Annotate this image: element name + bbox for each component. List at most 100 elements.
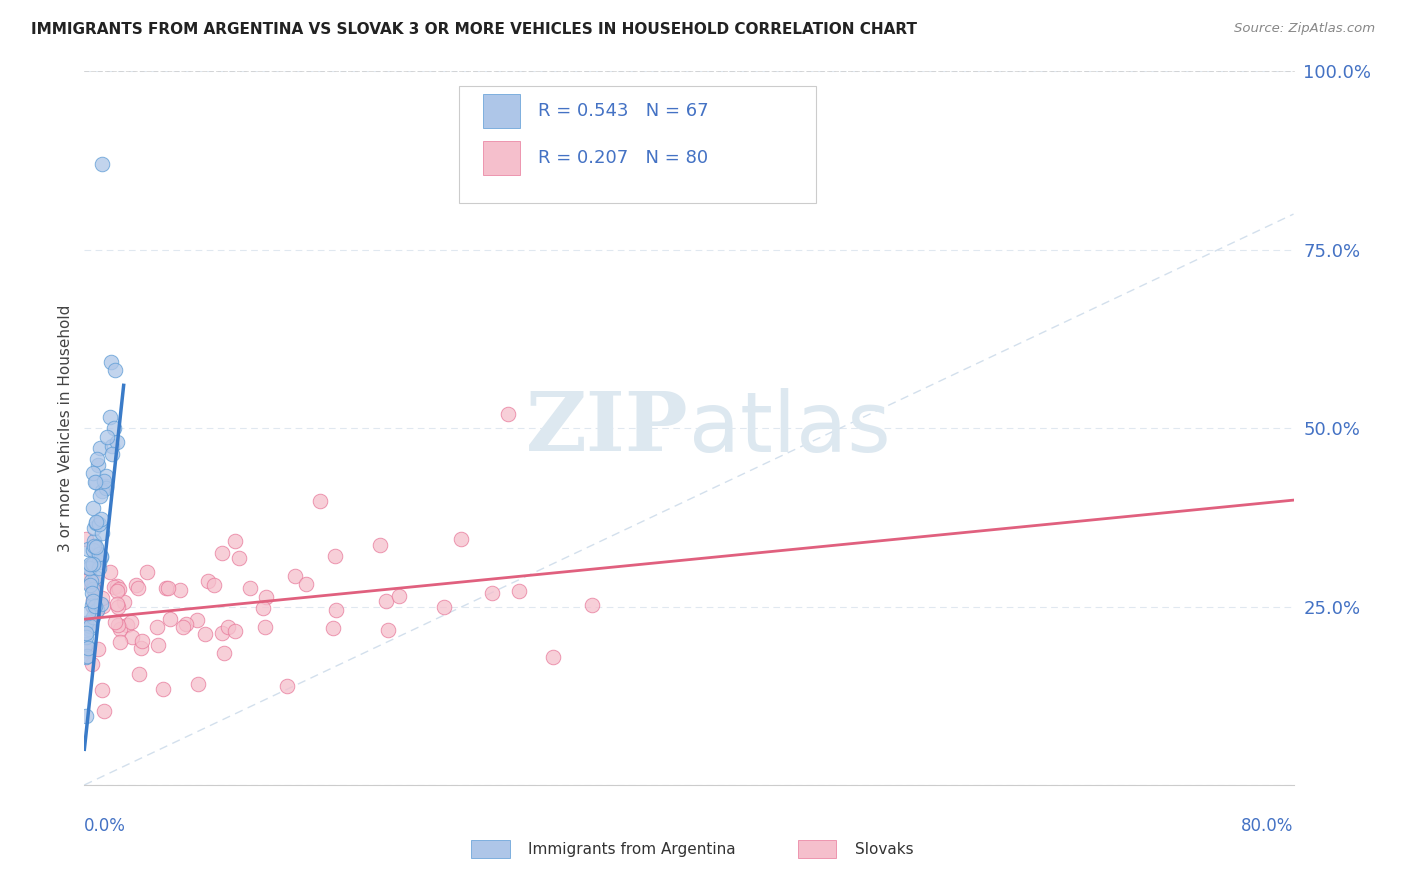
Point — [127, 581, 149, 595]
Point — [94, 468, 117, 483]
Point — [83, 569, 105, 583]
Point — [103, 421, 125, 435]
Point — [75, 626, 97, 640]
Text: atlas: atlas — [689, 388, 890, 468]
Point — [121, 630, 143, 644]
Point — [77, 615, 100, 629]
Point — [83, 521, 105, 535]
Point — [228, 551, 250, 566]
Point — [174, 617, 197, 632]
Point — [101, 447, 124, 461]
Point — [131, 633, 153, 648]
Point — [239, 581, 262, 595]
Point — [217, 620, 239, 634]
Point — [84, 599, 107, 614]
Point — [120, 615, 142, 630]
Point — [107, 599, 129, 614]
Point — [82, 466, 104, 480]
Text: R = 0.207   N = 80: R = 0.207 N = 80 — [538, 149, 707, 167]
Point — [541, 649, 564, 664]
Point — [107, 618, 129, 632]
Point — [75, 637, 97, 651]
Point — [75, 574, 97, 588]
Point — [75, 649, 97, 664]
Point — [77, 571, 100, 585]
Point — [80, 574, 103, 589]
Point — [86, 603, 108, 617]
Point — [80, 558, 103, 573]
Point — [91, 682, 114, 697]
Point — [82, 609, 104, 624]
Point — [433, 600, 456, 615]
Point — [82, 543, 104, 558]
Point — [284, 569, 307, 583]
FancyBboxPatch shape — [797, 840, 837, 858]
Text: R = 0.543   N = 67: R = 0.543 N = 67 — [538, 103, 709, 120]
Point — [75, 643, 97, 657]
Point — [377, 623, 399, 637]
Point — [105, 435, 128, 450]
Point — [224, 624, 246, 638]
Point — [82, 594, 104, 608]
Text: IMMIGRANTS FROM ARGENTINA VS SLOVAK 3 OR MORE VEHICLES IN HOUSEHOLD CORRELATION : IMMIGRANTS FROM ARGENTINA VS SLOVAK 3 OR… — [31, 22, 917, 37]
FancyBboxPatch shape — [460, 86, 815, 203]
Point — [94, 479, 117, 493]
Point — [211, 546, 233, 560]
Point — [197, 574, 219, 589]
Point — [77, 641, 100, 656]
Point — [77, 541, 100, 556]
Point — [193, 627, 215, 641]
Point — [155, 581, 177, 595]
Point — [105, 584, 128, 599]
Text: 0.0%: 0.0% — [84, 817, 127, 835]
Point — [104, 363, 127, 377]
Point — [91, 157, 114, 171]
Point — [93, 474, 115, 488]
Point — [388, 589, 411, 603]
Point — [450, 532, 472, 546]
Point — [83, 475, 105, 489]
Point — [252, 600, 274, 615]
Point — [108, 622, 131, 636]
Point — [101, 439, 124, 453]
Point — [211, 625, 233, 640]
Point — [322, 621, 344, 635]
Point — [129, 640, 152, 655]
Point — [159, 612, 181, 626]
Point — [368, 538, 391, 552]
Point — [86, 547, 108, 561]
Point — [89, 489, 111, 503]
Point — [79, 560, 101, 574]
Point — [146, 620, 169, 634]
Point — [202, 578, 225, 592]
Text: 80.0%: 80.0% — [1241, 817, 1294, 835]
Point — [254, 591, 277, 605]
Point — [86, 475, 108, 489]
Point — [76, 648, 98, 663]
Point — [84, 515, 107, 529]
Point — [375, 593, 398, 607]
Point — [84, 516, 107, 531]
Point — [82, 557, 104, 571]
Point — [104, 615, 127, 629]
Point — [496, 407, 519, 421]
Point — [82, 657, 104, 671]
Point — [156, 581, 179, 595]
Point — [82, 593, 104, 607]
Point — [86, 541, 108, 556]
Point — [79, 622, 101, 636]
Point — [82, 500, 104, 515]
Text: Immigrants from Argentina: Immigrants from Argentina — [529, 842, 735, 856]
Y-axis label: 3 or more Vehicles in Household: 3 or more Vehicles in Household — [58, 304, 73, 552]
FancyBboxPatch shape — [484, 141, 520, 175]
Point — [481, 586, 503, 600]
FancyBboxPatch shape — [471, 840, 510, 858]
Point — [172, 620, 194, 634]
Text: ZIP: ZIP — [526, 388, 689, 468]
Point — [128, 666, 150, 681]
Point — [169, 583, 191, 598]
Point — [187, 677, 209, 691]
Point — [83, 539, 105, 553]
Point — [325, 603, 347, 617]
Point — [90, 525, 112, 540]
